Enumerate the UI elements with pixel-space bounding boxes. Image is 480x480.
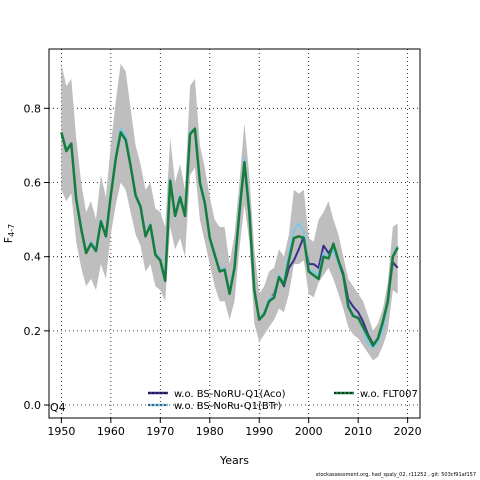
x-tick-label: 1950 — [47, 425, 75, 438]
y-tick-label: 0.2 — [24, 325, 42, 338]
y-axis-title-sub: 4-7 — [7, 224, 16, 237]
x-tick-label: 2000 — [295, 425, 323, 438]
x-axis-title: Years — [219, 454, 249, 467]
x-axis: 1950 1960 1970 1980 1990 2000 2010 2020 — [47, 418, 422, 438]
footer-text: stockassessment.org, had_spaly_02, r1125… — [315, 472, 476, 478]
legend-label: w.o. BS-NoRU-Q1(Aco) — [174, 389, 286, 400]
q4-annotation: Q4 — [50, 401, 66, 414]
x-tick-label: 1970 — [146, 425, 174, 438]
legend-label: w.o. FLT007 — [360, 389, 418, 400]
legend-label: w.o. BS-NoRu-Q1(BTr) — [174, 401, 282, 412]
legend: w.o. BS-NoRU-Q1(Aco)w.o. BS-NoRu-Q1(BTr)… — [148, 389, 418, 412]
x-tick-label: 1980 — [196, 425, 224, 438]
x-tick-label: 1960 — [97, 425, 125, 438]
y-axis-title-main: F — [2, 237, 15, 243]
x-tick-label: 2010 — [344, 425, 372, 438]
series-lines — [60, 127, 399, 349]
confidence-band — [61, 63, 398, 361]
plot-frame — [48, 48, 421, 419]
x-tick-label: 2020 — [394, 425, 422, 438]
y-tick-label: 0.0 — [24, 399, 42, 412]
y-axis-title: F4-7 — [2, 224, 16, 243]
y-tick-label: 0.4 — [24, 251, 42, 264]
y-tick-label: 0.8 — [24, 102, 42, 115]
x-tick-label: 1990 — [245, 425, 273, 438]
series-line-3 — [60, 127, 399, 347]
y-axis: 0.0 0.2 0.4 0.6 0.8 — [24, 102, 49, 412]
y-tick-label: 0.6 — [24, 177, 42, 190]
